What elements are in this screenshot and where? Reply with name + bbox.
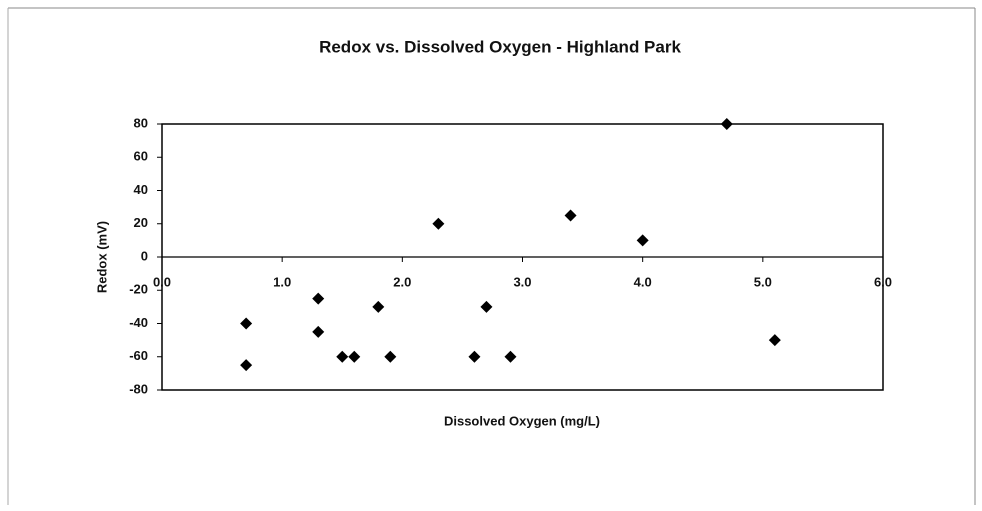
data-point [636, 234, 649, 247]
y-tick-label: -20 [129, 282, 148, 297]
data-point [312, 292, 325, 305]
y-tick-label: -60 [129, 348, 148, 363]
y-tick-label: 80 [134, 115, 148, 130]
x-tick-label: 0.0 [153, 274, 171, 289]
y-tick-label: 0 [141, 248, 148, 263]
data-point [312, 325, 325, 338]
data-point [768, 334, 781, 347]
y-axis-label: Redox (mV) [94, 221, 109, 293]
data-point [432, 217, 445, 230]
data-point [336, 350, 349, 363]
x-tick-label: 2.0 [393, 274, 411, 289]
data-point [468, 350, 481, 363]
x-tick-label: 6.0 [874, 274, 892, 289]
x-tick-label: 5.0 [754, 274, 772, 289]
data-point [384, 350, 397, 363]
data-point [372, 300, 385, 313]
y-tick-label: -40 [129, 315, 148, 330]
data-point [240, 359, 253, 372]
chart-title: Redox vs. Dissolved Oxygen - Highland Pa… [319, 37, 681, 56]
y-tick-label: -80 [129, 381, 148, 396]
y-tick-label: 20 [134, 215, 148, 230]
data-point [348, 350, 361, 363]
y-tick-label: 40 [134, 182, 148, 197]
data-point [240, 317, 253, 330]
x-axis-label: Dissolved Oxygen (mg/L) [444, 413, 600, 428]
data-point [720, 118, 733, 130]
x-tick-label: 1.0 [273, 274, 291, 289]
x-tick-label: 4.0 [634, 274, 652, 289]
data-point [564, 209, 577, 222]
data-point [504, 350, 517, 363]
data-point [480, 300, 493, 313]
x-tick-label: 3.0 [513, 274, 531, 289]
y-tick-label: 60 [134, 149, 148, 164]
